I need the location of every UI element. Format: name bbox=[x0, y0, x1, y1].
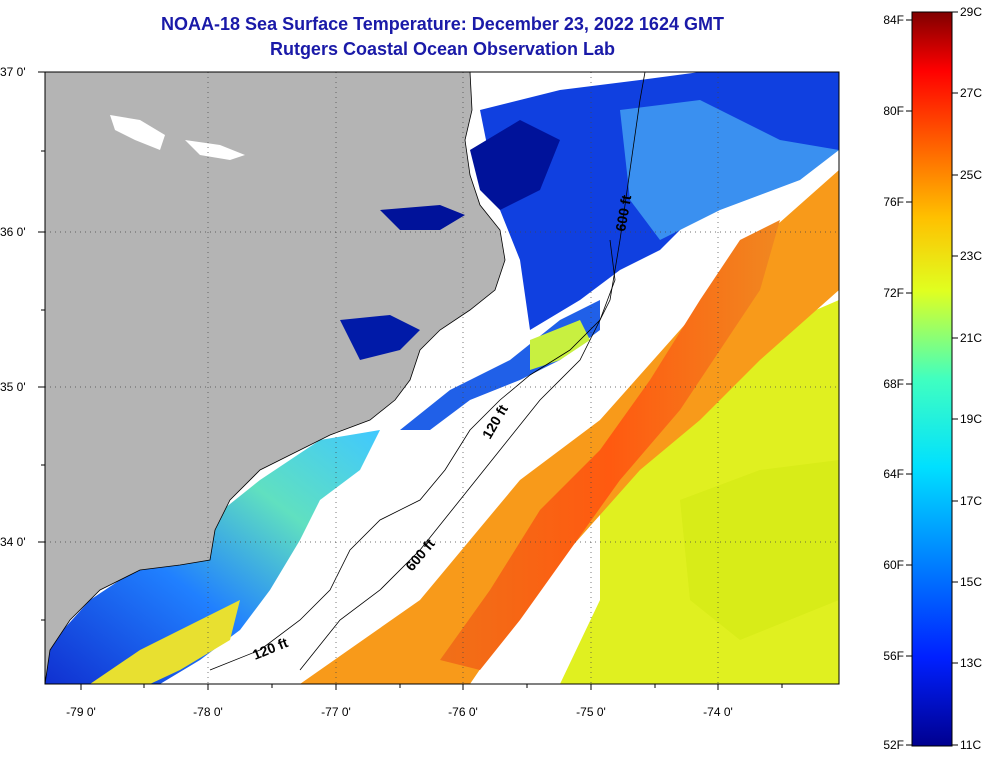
nearshore-dark-blue bbox=[470, 120, 560, 210]
cb-c-21: 21C bbox=[960, 331, 982, 345]
cb-f-72: 72F bbox=[883, 286, 904, 300]
offshore-warm-band-core bbox=[440, 220, 780, 670]
land-mass bbox=[45, 72, 506, 684]
cb-f-76: 76F bbox=[883, 195, 904, 209]
inland-lake bbox=[110, 115, 165, 150]
cb-c-25: 25C bbox=[960, 168, 982, 182]
cb-c-13: 13C bbox=[960, 656, 982, 670]
cb-c-17: 17C bbox=[960, 494, 982, 508]
map-frame bbox=[44, 71, 840, 685]
map-subtitle: Rutgers Coastal Ocean Observation Lab bbox=[269, 39, 616, 59]
cb-c-29: 29C bbox=[960, 5, 982, 19]
contour-600ft bbox=[299, 72, 646, 671]
lat-label-35: 35 0' bbox=[0, 380, 26, 394]
lon-label-74: -74 0' bbox=[703, 705, 733, 719]
inland-lake-2 bbox=[185, 140, 245, 160]
cb-f-52: 52F bbox=[883, 738, 904, 752]
offshore-warm-band-outer bbox=[300, 170, 839, 684]
cb-f-64: 64F bbox=[883, 467, 904, 481]
colorbar-gradient bbox=[911, 11, 953, 747]
contour-120ft bbox=[209, 239, 616, 671]
southern-yellow-patch bbox=[90, 600, 240, 684]
lon-label-79: -79 0' bbox=[66, 705, 96, 719]
lon-label-75: -75 0' bbox=[576, 705, 606, 719]
lon-label-78: -78 0' bbox=[193, 705, 223, 719]
lon-label-76: -76 0' bbox=[448, 705, 478, 719]
cb-f-56: 56F bbox=[883, 649, 904, 663]
northern-light-blue bbox=[620, 100, 839, 240]
map-title: NOAA-18 Sea Surface Temperature: Decembe… bbox=[161, 14, 724, 34]
lat-label-34: 34 0' bbox=[0, 535, 26, 549]
lat-label-37: 37 0' bbox=[0, 65, 26, 79]
lat-label-36: 36 0' bbox=[0, 225, 26, 239]
sound-inlet bbox=[380, 205, 465, 230]
lon-label-77: -77 0' bbox=[321, 705, 351, 719]
cb-c-23: 23C bbox=[960, 249, 982, 263]
cb-f-60: 60F bbox=[883, 558, 904, 572]
cb-f-84: 84F bbox=[883, 13, 904, 27]
cb-c-11: 11C bbox=[960, 738, 981, 752]
temperature-colorbar: 84F 80F 76F 72F 68F 64F 60F 56F 52F 29C … bbox=[883, 5, 982, 752]
cb-f-68: 68F bbox=[883, 377, 904, 391]
cb-c-27: 27C bbox=[960, 86, 982, 100]
axis-ticks bbox=[38, 71, 783, 690]
graticule bbox=[45, 72, 839, 684]
sound-inlet-2 bbox=[340, 315, 420, 360]
southern-coastal-water bbox=[45, 430, 380, 684]
coastal-yellow-patch bbox=[530, 320, 590, 370]
contour-label-600-north: 600 ft bbox=[612, 193, 634, 232]
offshore-yellow-patch bbox=[680, 460, 839, 640]
cb-f-80: 80F bbox=[883, 104, 904, 118]
cb-c-19: 19C bbox=[960, 412, 982, 426]
cb-c-15: 15C bbox=[960, 575, 982, 589]
